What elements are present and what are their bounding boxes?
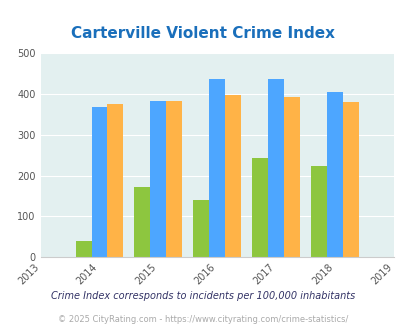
Bar (252, 158, 267, 257)
Text: Carterville Violent Crime Index: Carterville Violent Crime Index (71, 25, 334, 41)
Bar (91, 107, 107, 257)
Bar (342, 102, 358, 257)
Bar (267, 79, 284, 257)
Bar (209, 79, 225, 257)
Bar (193, 200, 209, 257)
Bar (150, 101, 166, 257)
Bar (284, 97, 299, 257)
Bar (107, 104, 123, 257)
Text: Crime Index corresponds to incidents per 100,000 inhabitants: Crime Index corresponds to incidents per… (51, 291, 354, 301)
Bar (225, 95, 241, 257)
Bar (75, 241, 91, 257)
Bar (326, 92, 342, 257)
Bar (134, 186, 150, 257)
Bar (310, 166, 326, 257)
Text: © 2025 CityRating.com - https://www.cityrating.com/crime-statistics/: © 2025 CityRating.com - https://www.city… (58, 315, 347, 324)
Bar (166, 101, 182, 257)
